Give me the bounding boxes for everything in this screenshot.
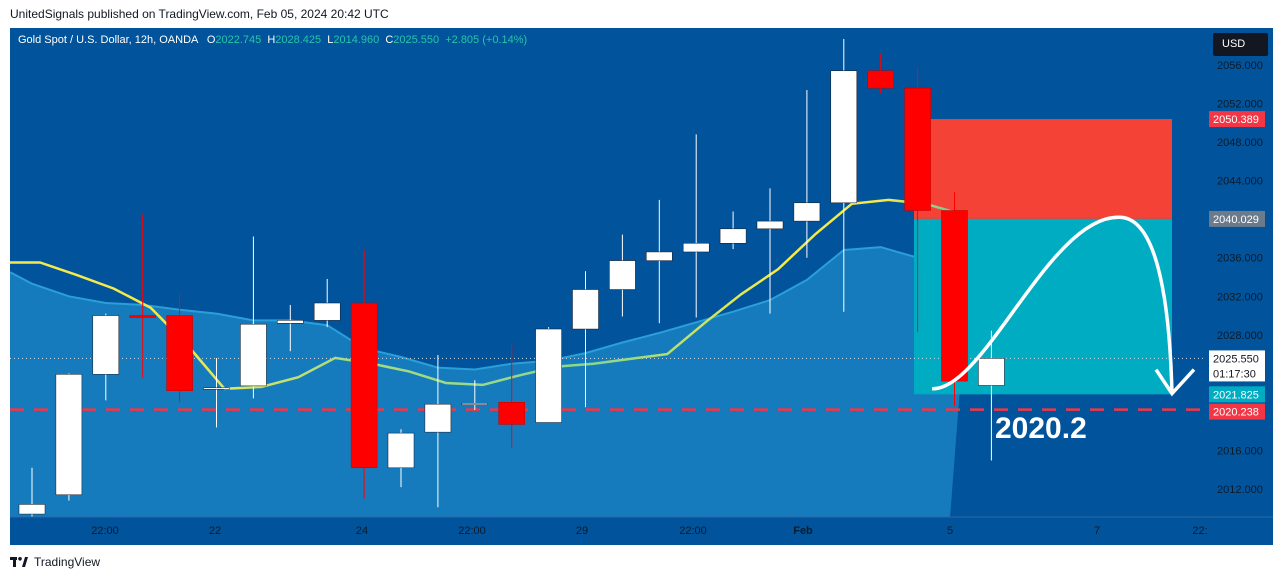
stop-price-label: 2050.389 [1213, 114, 1259, 126]
candle[interactable] [793, 202, 821, 222]
candle[interactable] [719, 228, 747, 244]
y-tick-label: 2056.000 [1217, 60, 1263, 72]
high-label: H [267, 34, 276, 46]
entry-price-label: 2040.029 [1213, 214, 1259, 226]
key-level-label: 2020.238 [1213, 407, 1259, 419]
candle[interactable] [867, 70, 894, 89]
price-chart[interactable]: 2020.2 22:00 22 24 22:00 29 22:00 Feb 5 7 22: 2012.… [10, 28, 1273, 545]
low-label: L [327, 34, 334, 46]
close-label: C [385, 34, 394, 46]
candle[interactable] [941, 210, 968, 382]
y-tick-label: 2032.000 [1217, 291, 1263, 303]
currency-button[interactable]: USD [1213, 33, 1268, 56]
candle[interactable] [129, 315, 156, 318]
y-tick-label: 2048.000 [1217, 137, 1263, 149]
footer-brand[interactable]: TradingView [34, 555, 101, 569]
tradingview-logo-icon [10, 557, 28, 567]
x-tick-label: 29 [576, 525, 588, 537]
candle[interactable] [756, 220, 784, 230]
candle[interactable] [203, 387, 230, 390]
candle[interactable] [978, 358, 1005, 386]
candle[interactable] [387, 432, 415, 469]
symbol-title[interactable]: Gold Spot / U.S. Dollar, 12h, OANDA [18, 34, 198, 46]
candle[interactable] [313, 302, 341, 321]
candle[interactable] [424, 403, 452, 433]
candle[interactable] [350, 302, 378, 469]
change-value: +2.805 (+0.14%) [445, 34, 528, 46]
y-tick-label: 2052.000 [1217, 99, 1263, 111]
current-price-label: 2025.550 [1213, 353, 1259, 365]
stop-price-label-bg [1209, 111, 1265, 128]
x-tick-label: Feb [793, 525, 813, 537]
countdown-label-bg [1209, 365, 1265, 382]
entry-price-label-bg [1209, 210, 1265, 227]
high-value: 2028.425 [275, 34, 322, 46]
y-tick-label: 2016.000 [1217, 445, 1263, 457]
candle[interactable] [682, 243, 710, 253]
y-tick-label: 2012.000 [1217, 484, 1263, 496]
stop-loss-zone[interactable] [914, 119, 1172, 219]
x-tick-label: 22:00 [679, 525, 707, 537]
x-tick-label: 7 [1094, 525, 1100, 537]
current-price-label-bg [1209, 350, 1265, 367]
projection-curve[interactable] [931, 215, 1174, 394]
close-value: 2025.550 [393, 34, 440, 46]
ohlc-legend: Gold Spot / U.S. Dollar, 12h, OANDA O202… [18, 34, 527, 46]
x-tick-label: 22: [1192, 525, 1207, 537]
countdown-label: 01:17:30 [1213, 368, 1256, 380]
x-tick-label: 22:00 [91, 525, 119, 537]
footer: TradingView [10, 555, 100, 569]
candle[interactable] [646, 251, 673, 261]
candle[interactable] [18, 504, 46, 515]
candle[interactable] [609, 260, 636, 290]
projection-arrow-icon [1154, 368, 1196, 397]
target-price-label: 2021.825 [1213, 389, 1259, 401]
indicator-area [10, 247, 963, 518]
candle[interactable] [166, 315, 193, 391]
key-level-label-bg [1209, 403, 1265, 420]
open-value: 2022.745 [215, 34, 262, 46]
ema-line [10, 198, 963, 391]
y-tick-label: 2028.000 [1217, 330, 1263, 342]
x-tick-label: 24 [356, 525, 368, 537]
annotation-text: 2020.2 [995, 412, 1087, 445]
target-price-label-bg [1209, 386, 1265, 403]
time-axis-band [10, 517, 1273, 545]
low-value: 2014.960 [333, 34, 380, 46]
candle[interactable] [904, 87, 931, 211]
x-tick-label: 22 [209, 525, 221, 537]
y-tick-label: 2036.000 [1217, 253, 1263, 265]
open-label: O [206, 34, 216, 46]
x-tick-label: 5 [947, 525, 953, 537]
candle[interactable] [572, 289, 599, 330]
candle[interactable] [92, 315, 120, 375]
publisher-header: UnitedSignals published on TradingView.c… [10, 7, 389, 21]
candle[interactable] [461, 402, 489, 405]
candle[interactable] [498, 402, 525, 425]
x-tick-label: 22:00 [458, 525, 486, 537]
candle[interactable] [535, 328, 562, 423]
candle[interactable] [830, 70, 858, 204]
candle[interactable] [240, 323, 267, 387]
candle[interactable] [55, 374, 83, 496]
chart-pane[interactable]: 2020.2 22:00 22 24 22:00 29 22:00 Feb 5 7 22: 2012.… [10, 28, 1273, 545]
candle[interactable] [277, 320, 304, 324]
y-tick-label: 2044.000 [1217, 176, 1263, 188]
